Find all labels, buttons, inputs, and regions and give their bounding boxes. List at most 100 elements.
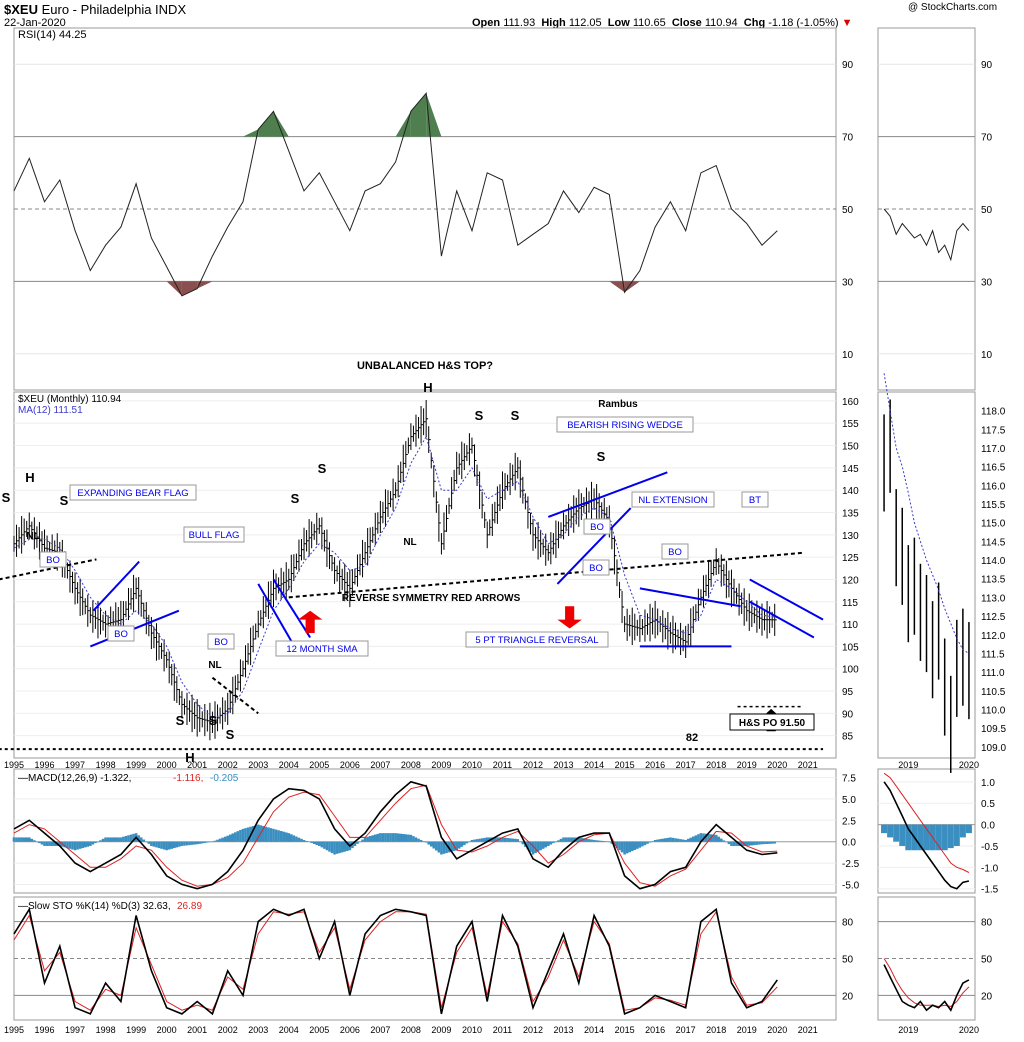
down-arrow-icon: ▼ <box>841 17 853 29</box>
rsi-extreme-fill <box>426 93 442 137</box>
macd-histogram-bar <box>106 837 110 842</box>
price-x-tick-label: 2021 <box>798 760 818 770</box>
macd-histogram-bar <box>155 841 158 848</box>
zoom-rsi-tick-label: 10 <box>981 350 993 361</box>
price-x-tick-label: 2003 <box>248 760 268 770</box>
macd-histogram-bar <box>478 838 481 842</box>
macd-histogram-bar <box>483 837 486 842</box>
price-x-tick-label: 1996 <box>35 760 55 770</box>
macd-histogram-bar <box>172 841 176 849</box>
macd-histogram-bar <box>656 839 659 842</box>
macd-histogram-bar <box>643 841 647 846</box>
macd-histogram-bar <box>419 839 423 842</box>
macd-histogram-bar <box>226 835 230 842</box>
price-x-tick-label: 2016 <box>645 760 665 770</box>
macd-histogram-bar <box>22 837 26 842</box>
macd-histogram-bar <box>48 841 51 846</box>
macd-histogram-bar <box>773 841 777 844</box>
macd-histogram-bar <box>345 841 349 851</box>
close-label: Close <box>671 17 702 29</box>
macd-histogram-bar <box>251 826 255 842</box>
bo-label-4-box <box>583 518 611 535</box>
bo-label-6-box <box>661 543 689 560</box>
zoom-macd-histogram-bar <box>893 824 900 842</box>
zoom-macd-histogram-bar <box>881 824 888 834</box>
macd-histogram-bar <box>373 834 377 842</box>
macd-hist-legend: -0.205 <box>210 773 239 784</box>
zoom-price-tick-label: 109.5 <box>981 724 1006 735</box>
macd-histogram-bar <box>99 840 102 842</box>
macd-histogram-bar <box>300 838 303 842</box>
nl-extension-label: NL EXTENSION <box>638 495 707 506</box>
macd-histogram-bar <box>361 839 364 842</box>
macd-histogram-bar <box>590 839 593 842</box>
macd-histogram-bar <box>511 838 514 842</box>
macd-histogram-bar <box>554 841 558 843</box>
macd-histogram-bar <box>549 841 553 845</box>
macd-histogram-bar <box>623 841 626 855</box>
macd-histogram-bar <box>76 841 79 850</box>
macd-histogram-bar <box>529 841 532 852</box>
shoulder-right-3: S <box>597 449 606 464</box>
rsi-extreme-fill <box>410 93 427 137</box>
price-x-tick-label: 2015 <box>615 760 635 770</box>
macd-histogram-bar <box>473 839 476 842</box>
zoom-macd-histogram-bar <box>953 824 960 846</box>
price-tick-label: 115 <box>842 598 858 609</box>
price-x-tick-label: 2004 <box>279 760 299 770</box>
macd-histogram-bar <box>585 838 588 842</box>
macd-histogram-bar <box>277 830 280 842</box>
macd-histogram-bar <box>546 841 550 846</box>
macd-histogram-bar <box>30 838 34 842</box>
macd-histogram-bar <box>17 837 21 842</box>
macd-histogram-bar <box>681 839 685 842</box>
neckline-main <box>288 551 805 599</box>
macd-histogram-bar <box>142 839 146 842</box>
sto-x-tick-label: 2007 <box>370 1025 390 1035</box>
macd-histogram-bar <box>409 834 413 842</box>
rsi-extreme-fill <box>242 129 259 137</box>
sto-x-tick-label: 2011 <box>493 1025 512 1035</box>
price-x-tick-label: 2010 <box>462 760 482 770</box>
macd-histogram-bar <box>468 841 471 843</box>
macd-histogram-bar <box>386 833 390 842</box>
zoom-price-tick-label: 112.0 <box>981 631 1006 642</box>
bo-label-5-box <box>582 559 610 576</box>
macd-histogram-bar <box>254 825 257 842</box>
macd-histogram-bar <box>256 824 260 842</box>
macd-histogram-bar <box>440 841 443 855</box>
macd-histogram-bar <box>104 837 107 842</box>
macd-histogram-bar <box>188 841 191 846</box>
zoom-price-tick-label: 117.0 <box>981 444 1006 455</box>
macd-histogram-bar <box>295 836 298 842</box>
macd-histogram-bar <box>689 837 693 842</box>
12-month-sma-label: 12 MONTH SMA <box>286 644 358 655</box>
sto-x-tick-label: 2002 <box>218 1025 238 1035</box>
zoom-sto-d-line <box>883 958 970 1008</box>
macd-histogram-bar <box>498 837 502 842</box>
price-tick-label: 110 <box>842 620 858 631</box>
macd-histogram-bar <box>407 834 410 842</box>
macd-histogram-bar <box>325 841 329 851</box>
zoom-macd-line <box>883 781 970 890</box>
macd-histogram-bar <box>694 835 698 842</box>
rsi-tick-label: 10 <box>842 350 854 361</box>
zoom-macd-tick-label: 1.0 <box>981 778 995 789</box>
macd-histogram-bar <box>753 841 756 846</box>
macd-histogram-bar <box>717 836 721 842</box>
macd-tick-label: -2.5 <box>842 859 860 870</box>
sto-x-tick-label: 2001 <box>187 1025 207 1035</box>
price-tick-label: 95 <box>842 687 854 698</box>
zoom-price-tick-label: 117.5 <box>981 425 1006 436</box>
macd-histogram-bar <box>193 841 196 845</box>
zoom-sto-tick-label: 20 <box>981 991 993 1002</box>
macd-histogram-bar <box>719 838 723 842</box>
sto-k-line <box>13 907 778 1016</box>
low-label: Low <box>607 17 630 29</box>
macd-histogram-bar <box>117 837 120 842</box>
price-tick-label: 120 <box>842 575 859 586</box>
macd-histogram-bar <box>167 841 171 850</box>
macd-histogram-bar <box>572 837 576 842</box>
macd-histogram-bar <box>389 833 392 842</box>
sto-tick-label: 50 <box>842 955 854 966</box>
